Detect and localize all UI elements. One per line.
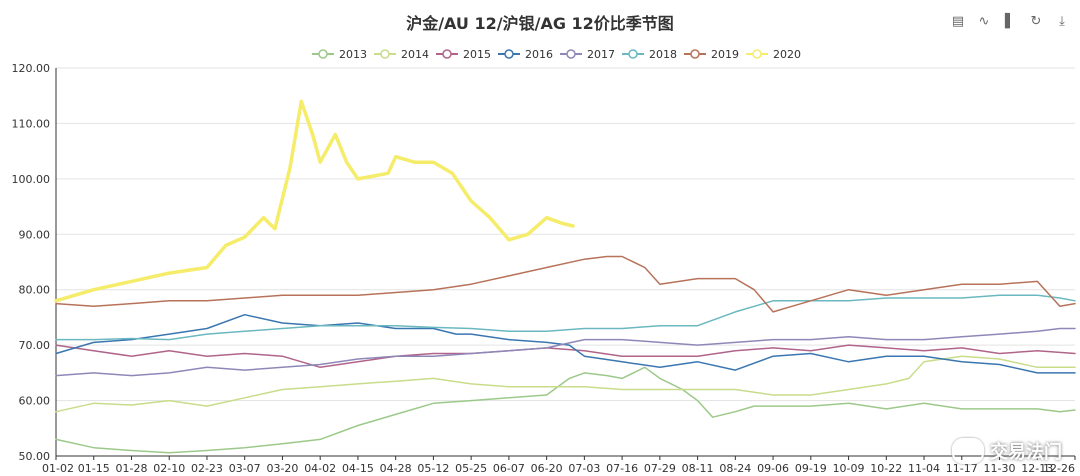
legend-label: 2014 [401,48,429,61]
y-tick-label: 50.00 [19,450,51,463]
x-tick-label: 06-20 [531,462,563,475]
x-tick-label: 08-11 [682,462,714,475]
legend-label: 2016 [525,48,553,61]
legend-marker [380,49,390,59]
data-view-icon[interactable]: ▤ [951,14,965,29]
x-tick-label: 12-26 [1043,462,1075,475]
legend-label: 2019 [711,48,739,61]
x-tick-label: 11-04 [908,462,940,475]
x-tick-label: 10-09 [833,462,865,475]
x-tick-label: 01-28 [115,462,147,475]
series-line-2013 [55,366,1076,454]
axis-layer: 50.00 60.00 70.00 80.00 90.00 100.00 110.00 120… [12,62,1076,475]
line-switch-icon[interactable]: ∿ [978,14,990,29]
download-icon[interactable]: ⤓ [1059,14,1065,29]
wechat-logo-icon: ●● [952,438,984,464]
series-line-2017 [55,327,1076,377]
x-tick-label: 01-02 [42,462,74,475]
series-line-2019 [55,255,1076,313]
x-tick-label: 09-06 [757,462,789,475]
y-tick-label: 80.00 [19,284,51,297]
x-tick-label: 09-19 [795,462,827,475]
x-tick-label: 08-24 [719,462,751,475]
y-tick-label: 100.00 [12,173,51,186]
x-tick-label: 05-12 [417,462,449,475]
chart-toolbar: ▤ ∿ ▌ ↻ ⤓ [950,14,1070,30]
restore-icon[interactable]: ↻ [1030,14,1042,29]
legend-item-2016[interactable]: 2016 [498,48,553,61]
legend-item-2018[interactable]: 2018 [622,48,677,61]
x-tick-label: 10-22 [870,462,902,475]
x-tick-label: 04-28 [380,462,412,475]
y-tick-label: 60.00 [19,395,51,408]
legend-item-2020[interactable]: 2020 [746,48,801,61]
bar-switch-icon[interactable]: ▌ [1005,14,1015,29]
x-tick-label: 05-25 [455,462,487,475]
x-tick-label: 07-29 [644,462,676,475]
series-line-2018 [55,294,1076,341]
x-tick-label: 03-07 [229,462,261,475]
series-layer [54,99,1076,454]
x-tick-label: 11-17 [946,462,978,475]
legend-marker [752,49,762,59]
x-tick-label: 11-30 [984,462,1016,475]
y-tick-label: 70.00 [19,339,51,352]
y-tick-label: 120.00 [12,62,51,75]
chart-title: 沪金/AU 12/沪银/AG 12价比季节图 [406,14,674,33]
legend[interactable]: 2013 2014 2015 2016 2017 2018 2019 2020 [312,48,801,61]
grid-layer [56,67,1075,457]
x-tick-label: 04-02 [304,462,336,475]
series-line-2014 [55,355,1076,413]
x-tick-label: 07-03 [568,462,600,475]
x-tick-label: 03-20 [266,462,298,475]
legend-marker [628,49,638,59]
x-tick-label: 02-23 [191,462,223,475]
legend-item-2019[interactable]: 2019 [684,48,739,61]
legend-marker [566,49,576,59]
watermark-text: 交易法门 [990,442,1062,463]
legend-marker [318,49,328,59]
legend-item-2015[interactable]: 2015 [436,48,491,61]
legend-label: 2017 [587,48,615,61]
legend-item-2013[interactable]: 2013 [312,48,367,61]
x-tick-label: 04-15 [342,462,374,475]
legend-item-2017[interactable]: 2017 [560,48,615,61]
watermark: ●● 交易法门 [952,438,1062,464]
legend-label: 2018 [649,48,677,61]
legend-marker [442,49,452,59]
legend-marker [504,49,514,59]
series-line-2015 [55,344,1076,369]
y-tick-label: 110.00 [12,117,51,130]
legend-label: 2015 [463,48,491,61]
legend-item-2014[interactable]: 2014 [374,48,429,61]
x-tick-label: 02-10 [153,462,185,475]
x-tick-label: 06-07 [493,462,525,475]
x-tick-label: 07-16 [606,462,638,475]
x-tick-label: 12-13 [1021,462,1053,475]
legend-marker [690,49,700,59]
legend-label: 2020 [773,48,801,61]
series-line-2020 [54,99,575,303]
x-tick-label: 01-15 [78,462,110,475]
series-line-2016 [55,313,1076,374]
legend-label: 2013 [339,48,367,61]
y-tick-label: 90.00 [19,228,51,241]
